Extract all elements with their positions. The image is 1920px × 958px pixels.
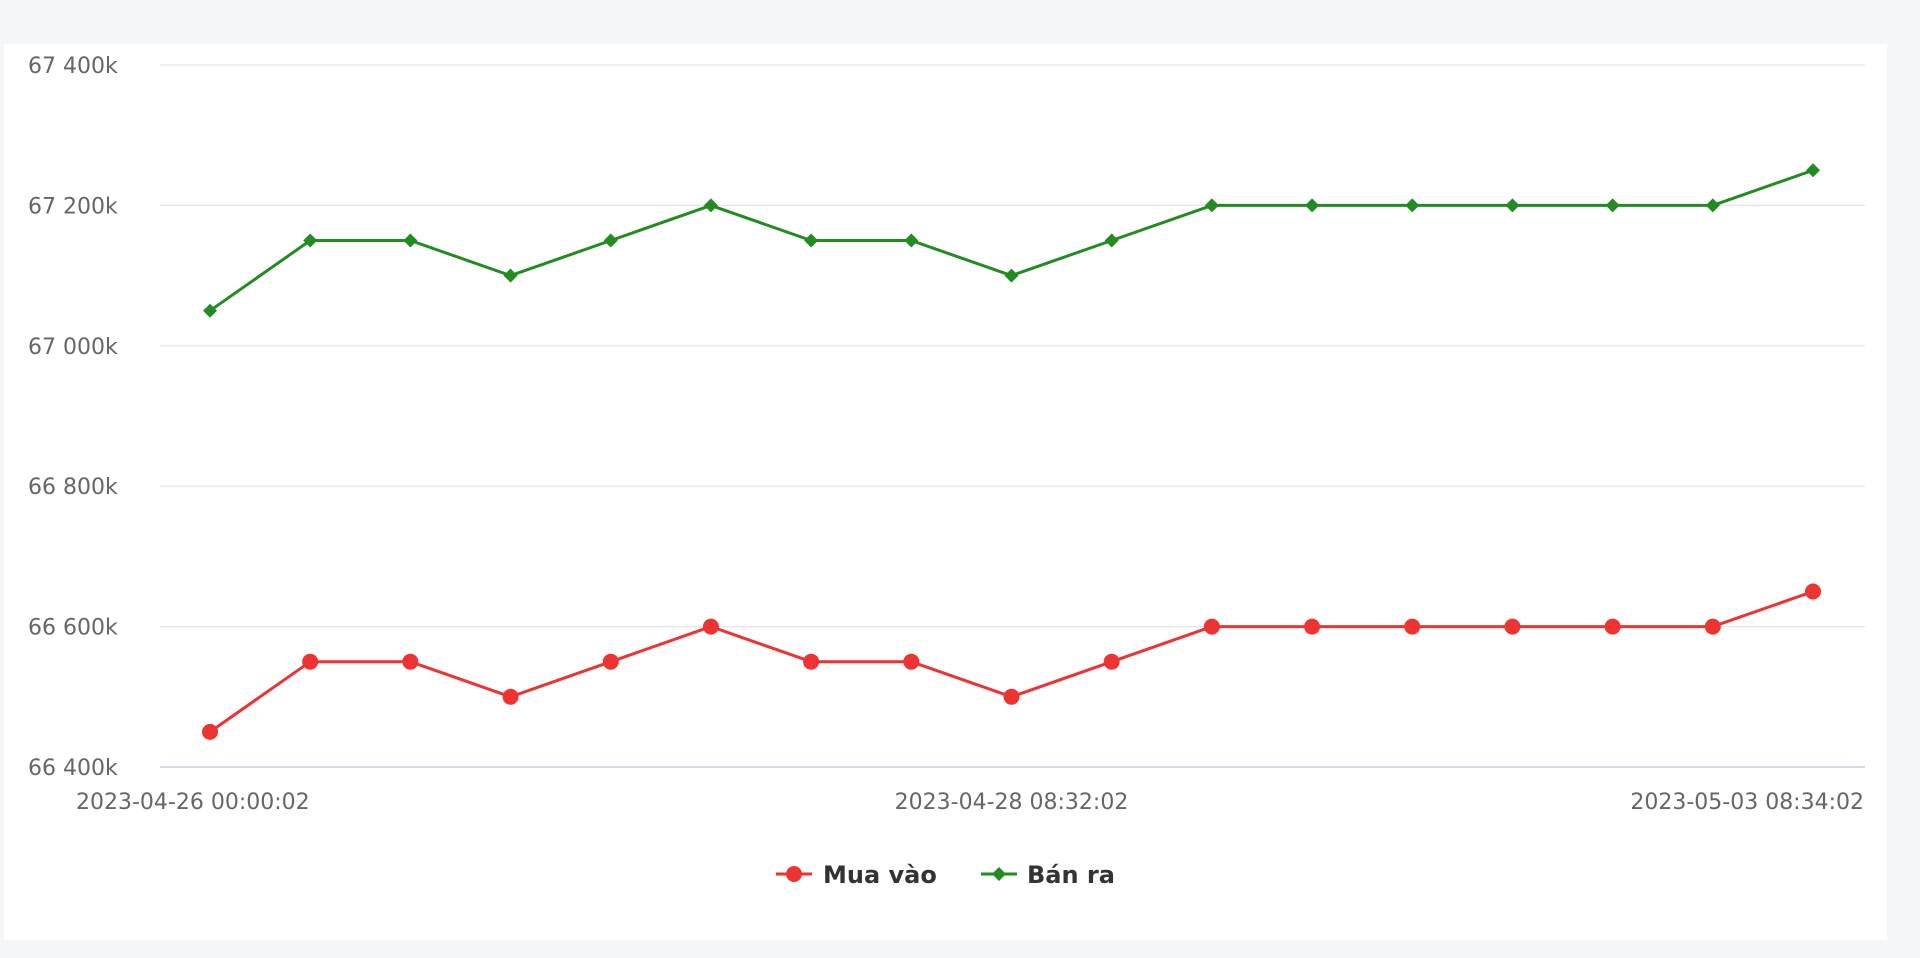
data-point[interactable] bbox=[502, 688, 519, 705]
y-tick-label: 66 600k bbox=[28, 616, 118, 641]
data-point[interactable] bbox=[1003, 688, 1020, 705]
data-point[interactable] bbox=[804, 233, 819, 248]
data-point[interactable] bbox=[1103, 653, 1120, 670]
data-point[interactable] bbox=[1705, 198, 1720, 213]
grid-lines bbox=[160, 64, 1865, 768]
data-point[interactable] bbox=[603, 233, 618, 248]
data-point[interactable] bbox=[602, 653, 619, 670]
data-point[interactable] bbox=[702, 618, 719, 635]
data-point[interactable] bbox=[1504, 618, 1521, 635]
x-tick-label: 2023-04-28 08:32:02 bbox=[895, 790, 1129, 815]
legend-label: Mua vào bbox=[823, 861, 937, 889]
data-point[interactable] bbox=[303, 233, 318, 248]
data-point[interactable] bbox=[1605, 198, 1620, 213]
data-point[interactable] bbox=[904, 233, 919, 248]
data-point[interactable] bbox=[903, 653, 920, 670]
data-point[interactable] bbox=[1404, 618, 1421, 635]
data-point[interactable] bbox=[1405, 198, 1420, 213]
y-tick-label: 67 200k bbox=[28, 194, 118, 219]
y-axis: 67 400k 67 200k 67 000k 66 800k 66 600k 66 40… bbox=[28, 54, 118, 781]
legend: Mua vào Bán ra bbox=[776, 861, 1115, 889]
y-tick-label: 66 800k bbox=[28, 475, 118, 500]
series-line-1 bbox=[209, 168, 1814, 312]
chart-card bbox=[4, 44, 1887, 940]
data-point[interactable] bbox=[1304, 618, 1321, 635]
data-point[interactable] bbox=[1505, 198, 1520, 213]
data-point[interactable] bbox=[1806, 163, 1820, 178]
data-point[interactable] bbox=[1805, 583, 1821, 600]
legend-marker bbox=[786, 866, 802, 882]
legend-item-1[interactable]: Bán ra bbox=[981, 861, 1115, 889]
series-line-0 bbox=[209, 590, 1814, 734]
x-tick-label: 2023-04-26 00:00:02 bbox=[76, 790, 310, 815]
data-point[interactable] bbox=[503, 268, 518, 283]
data-point[interactable] bbox=[1104, 233, 1119, 248]
data-point[interactable] bbox=[402, 653, 419, 670]
x-tick-label: 2023-05-03 08:34:02 bbox=[1630, 790, 1864, 815]
data-point[interactable] bbox=[203, 303, 217, 318]
data-point[interactable] bbox=[403, 233, 418, 248]
data-point[interactable] bbox=[803, 653, 820, 670]
y-tick-label: 66 400k bbox=[28, 756, 118, 781]
legend-label: Bán ra bbox=[1027, 861, 1115, 889]
data-point[interactable] bbox=[302, 653, 319, 670]
y-tick-label: 67 400k bbox=[28, 54, 118, 79]
data-point[interactable] bbox=[1004, 268, 1019, 283]
legend-marker bbox=[992, 867, 1006, 881]
x-axis: 2023-04-26 00:00:02 2023-04-28 08:32:02 20… bbox=[76, 790, 1864, 815]
data-point[interactable] bbox=[1604, 618, 1621, 635]
data-point[interactable] bbox=[1203, 618, 1220, 635]
data-point[interactable] bbox=[703, 198, 718, 213]
legend-item-0[interactable]: Mua vào bbox=[776, 861, 937, 889]
series-group bbox=[202, 163, 1821, 740]
data-point[interactable] bbox=[202, 723, 218, 740]
data-point[interactable] bbox=[1305, 198, 1320, 213]
data-point[interactable] bbox=[1704, 618, 1721, 635]
data-point[interactable] bbox=[1204, 198, 1219, 213]
y-tick-label: 67 000k bbox=[28, 335, 118, 360]
